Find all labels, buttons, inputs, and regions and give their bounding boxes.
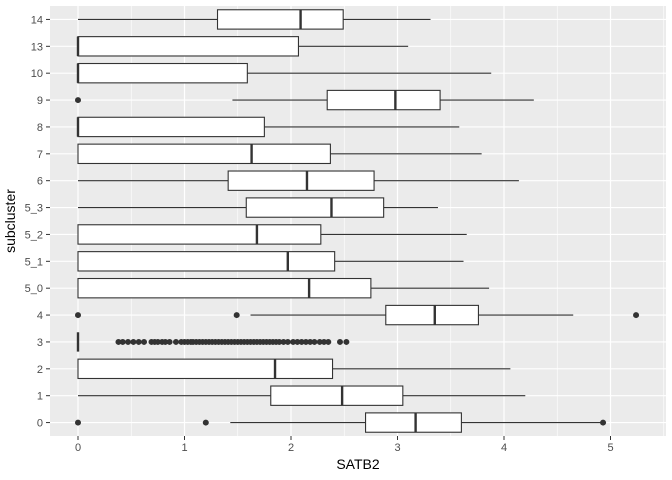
x-axis-title: SATB2	[336, 456, 380, 472]
outlier-point	[336, 338, 343, 345]
y-tick-label: 14	[31, 14, 43, 26]
y-tick-label: 10	[31, 68, 43, 80]
x-tick-label: 4	[501, 442, 507, 454]
box-5_0	[77, 277, 490, 299]
outlier-point	[154, 338, 161, 345]
x-tick-label: 5	[607, 442, 613, 454]
box-iqr	[77, 251, 336, 272]
outlier-point	[307, 338, 314, 345]
outlier-point	[141, 338, 148, 345]
outlier-point	[75, 97, 81, 104]
box-marks	[75, 9, 640, 433]
outlier-point	[202, 419, 209, 426]
x-tick-label: 2	[288, 442, 294, 454]
outlier-point	[325, 338, 332, 345]
outlier-point	[284, 338, 291, 345]
box-1	[78, 385, 526, 406]
y-tick-label: 13	[31, 41, 43, 53]
box-iqr	[364, 412, 462, 433]
box-13	[76, 36, 409, 57]
y-tick-label: 5_0	[25, 283, 43, 295]
outlier-point	[316, 338, 323, 345]
y-tick-label: 1	[37, 391, 43, 403]
outlier-point	[172, 338, 179, 345]
box-iqr	[77, 36, 300, 57]
box-9	[75, 89, 534, 111]
axis-ticks: 0 1 2 3 4 5 0 1 2 3 4 5_0 5_1 5_2 5_3 6 7 8 9 10 13 14	[25, 14, 614, 454]
outlier-point	[280, 338, 287, 345]
y-tick-label: 0	[37, 418, 43, 430]
box-3	[76, 332, 350, 352]
outlier-point	[600, 419, 607, 426]
box-5_3	[78, 197, 438, 218]
outlier-point	[290, 338, 297, 345]
y-tick-label: 5_2	[25, 229, 43, 241]
outlier-point	[343, 338, 350, 345]
box-iqr	[326, 89, 441, 111]
outlier-point	[125, 338, 132, 345]
box-5_1	[77, 251, 464, 272]
box-iqr	[270, 385, 404, 406]
box-5_2	[77, 224, 467, 245]
outlier-point	[130, 338, 137, 345]
box-iqr	[77, 143, 331, 165]
outlier-point	[633, 312, 640, 319]
outlier-point	[115, 338, 122, 345]
outlier-point	[294, 338, 301, 345]
x-tick-label: 3	[394, 442, 400, 454]
y-tick-label: 6	[37, 176, 43, 188]
outlier-point	[162, 338, 169, 345]
box-iqr	[77, 116, 265, 138]
box-10	[76, 62, 492, 84]
box-2	[77, 358, 511, 380]
box-iqr	[77, 62, 248, 84]
y-tick-label: 3	[37, 337, 43, 349]
box-iqr	[245, 197, 385, 218]
outlier-point	[119, 338, 126, 345]
box-4	[75, 304, 640, 326]
x-tick-label: 0	[75, 442, 81, 454]
outlier-point	[166, 338, 173, 345]
box-7	[77, 143, 482, 165]
box-14	[78, 9, 431, 30]
box-8	[76, 116, 460, 138]
box-iqr	[77, 224, 322, 245]
box-iqr	[77, 358, 334, 380]
box-0	[75, 412, 607, 433]
outlier-point	[233, 312, 240, 319]
box-iqr	[216, 9, 344, 30]
outlier-point	[75, 419, 81, 426]
outlier-point	[276, 338, 283, 345]
y-tick-label: 2	[37, 364, 43, 376]
outlier-point	[302, 338, 309, 345]
box-iqr	[227, 170, 375, 191]
y-tick-label: 4	[37, 310, 43, 322]
outlier-point	[311, 338, 318, 345]
box-6	[78, 170, 519, 191]
outlier-point	[298, 338, 305, 345]
box-iqr	[77, 277, 372, 299]
outlier-point	[321, 338, 328, 345]
y-tick-label: 7	[37, 149, 43, 161]
outlier-point	[135, 338, 142, 345]
y-axis-title: subcluster	[2, 189, 18, 253]
x-tick-label: 1	[181, 442, 187, 454]
outlier-point	[75, 312, 81, 319]
y-tick-label: 8	[37, 122, 43, 134]
y-tick-label: 5_1	[25, 256, 43, 268]
y-tick-label: 9	[37, 95, 43, 107]
y-tick-label: 5_3	[25, 203, 43, 215]
box-iqr	[385, 304, 479, 326]
